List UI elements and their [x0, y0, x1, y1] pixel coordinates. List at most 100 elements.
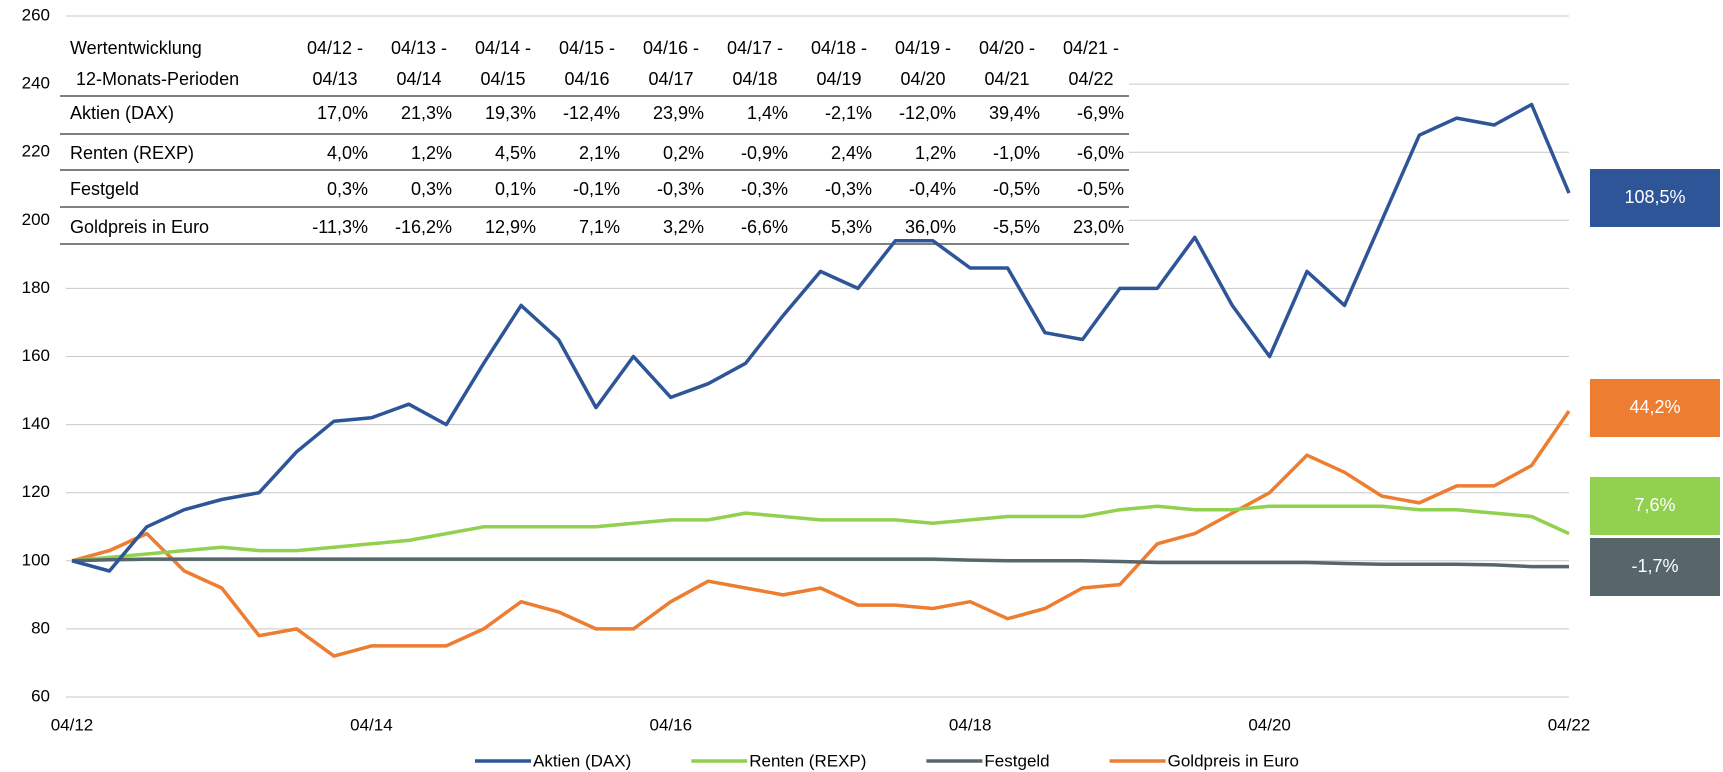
table-cell: 2,1% — [579, 143, 620, 163]
table-cell: 0,3% — [327, 179, 368, 199]
table-cell: -6,0% — [1077, 143, 1124, 163]
y-tick-label: 200 — [22, 210, 50, 229]
table-cell: 3,2% — [663, 217, 704, 237]
end-label: -1,7% — [1631, 556, 1678, 576]
y-tick-label: 260 — [22, 5, 50, 24]
series-line — [71, 557, 1569, 569]
table-header: 04/19 — [816, 69, 861, 89]
table-cell: -0,5% — [993, 179, 1040, 199]
y-tick-label: 100 — [22, 550, 50, 569]
end-label: 44,2% — [1629, 397, 1680, 417]
table-cell: -0,1% — [573, 179, 620, 199]
y-tick-label: 180 — [22, 278, 50, 297]
end-label-box — [1590, 477, 1720, 535]
table-header: 04/14 - — [475, 38, 531, 58]
y-tick-label: 140 — [22, 414, 50, 433]
table-header: 04/13 - — [391, 38, 447, 58]
series-line — [71, 102, 1571, 573]
table-header: 04/16 — [564, 69, 609, 89]
table-cell: 23,0% — [1073, 217, 1124, 237]
x-tick-label: 04/20 — [1248, 715, 1291, 734]
table-cell: -2,1% — [825, 103, 872, 123]
table-header: 04/21 — [984, 69, 1029, 89]
table-cell: 0,3% — [411, 179, 452, 199]
table-header: 04/16 - — [643, 38, 699, 58]
y-tick-label: 240 — [22, 74, 50, 93]
legend-label: Aktien (DAX) — [533, 751, 631, 770]
series-line — [71, 410, 1571, 658]
table-cell: -0,3% — [825, 179, 872, 199]
x-tick-label: 04/16 — [650, 715, 693, 734]
table-cell: -12,0% — [899, 103, 956, 123]
table-header: 04/15 — [480, 69, 525, 89]
table-cell: 2,4% — [831, 143, 872, 163]
table-cell: 21,3% — [401, 103, 452, 123]
table-cell: 4,0% — [327, 143, 368, 163]
table-cell: 23,9% — [653, 103, 704, 123]
end-label-box — [1590, 538, 1720, 596]
end-label: 7,6% — [1634, 495, 1675, 515]
table-cell: 36,0% — [905, 217, 956, 237]
end-label: 108,5% — [1624, 187, 1685, 207]
y-tick-label: 120 — [22, 482, 50, 501]
x-tick-label: 04/14 — [350, 715, 393, 734]
table-cell: 12,9% — [485, 217, 536, 237]
table-header: 04/12 - — [307, 38, 363, 58]
legend-label: Festgeld — [984, 751, 1049, 770]
table-cell: -6,9% — [1077, 103, 1124, 123]
table-header: Wertentwicklung — [70, 38, 202, 58]
table-row-label: Aktien (DAX) — [70, 103, 174, 123]
y-tick-label: 60 — [31, 686, 50, 705]
table-header: 04/14 — [396, 69, 441, 89]
table-cell: -5,5% — [993, 217, 1040, 237]
table-cell: 19,3% — [485, 103, 536, 123]
legend-label: Goldpreis in Euro — [1168, 751, 1299, 770]
table-row-label: Goldpreis in Euro — [70, 217, 209, 237]
table-row-label: Renten (REXP) — [70, 143, 194, 163]
table-header: 04/13 — [312, 69, 357, 89]
table-cell: 5,3% — [831, 217, 872, 237]
table-cell: 39,4% — [989, 103, 1040, 123]
table-background — [60, 30, 1129, 245]
end-label-box — [1590, 379, 1720, 437]
legend-label: Renten (REXP) — [749, 751, 866, 770]
table-cell: 4,5% — [495, 143, 536, 163]
table-header: 04/17 — [648, 69, 693, 89]
table-header: 12-Monats-Perioden — [76, 69, 239, 89]
table-cell: 7,1% — [579, 217, 620, 237]
end-label-box — [1590, 169, 1720, 227]
table-cell: -0,5% — [1077, 179, 1124, 199]
series-line — [71, 504, 1570, 563]
table-cell: -11,3% — [312, 217, 368, 237]
table-cell: -0,3% — [657, 179, 704, 199]
table-cell: -16,2% — [395, 217, 452, 237]
table-cell: 1,4% — [747, 103, 788, 123]
table-cell: 1,2% — [411, 143, 452, 163]
table-header: 04/18 — [732, 69, 777, 89]
table-header: 04/20 - — [979, 38, 1035, 58]
table-header: 04/21 - — [1063, 38, 1119, 58]
table-cell: -0,4% — [909, 179, 956, 199]
table-header: 04/19 - — [895, 38, 951, 58]
table-cell: 1,2% — [915, 143, 956, 163]
y-tick-label: 220 — [22, 142, 50, 161]
table-cell: -0,3% — [741, 179, 788, 199]
table-cell: -1,0% — [993, 143, 1040, 163]
table-header: 04/17 - — [727, 38, 783, 58]
y-tick-label: 160 — [22, 346, 50, 365]
x-tick-label: 04/12 — [51, 715, 94, 734]
table-header: 04/18 - — [811, 38, 867, 58]
table-header: 04/22 — [1068, 69, 1113, 89]
table-cell: -12,4% — [563, 103, 620, 123]
table-header: 04/20 — [900, 69, 945, 89]
table-cell: 17,0% — [317, 103, 368, 123]
table-cell: 0,1% — [495, 179, 536, 199]
table-cell: -0,9% — [741, 143, 788, 163]
table-cell: 0,2% — [663, 143, 704, 163]
y-tick-label: 80 — [31, 618, 50, 637]
table-header: 04/15 - — [559, 38, 615, 58]
x-tick-label: 04/18 — [949, 715, 992, 734]
x-tick-label: 04/22 — [1548, 715, 1591, 734]
table-cell: -6,6% — [741, 217, 788, 237]
